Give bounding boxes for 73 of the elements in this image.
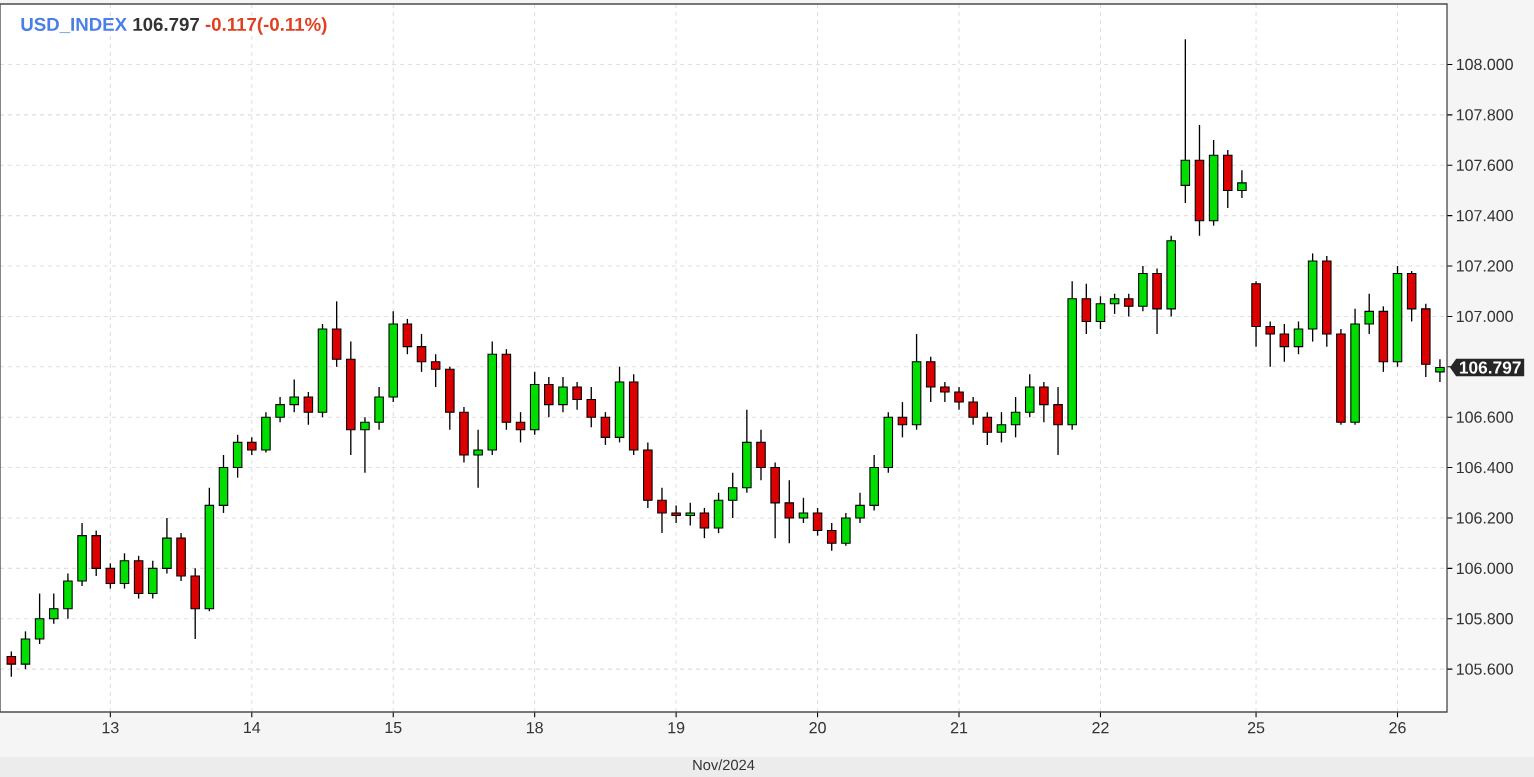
candlestick xyxy=(416,333,427,373)
candlestick xyxy=(671,504,681,524)
y-tick-label: 106.600 xyxy=(1456,411,1513,423)
x-tick-label: 19 xyxy=(668,722,685,734)
candlestick xyxy=(1265,320,1275,368)
candlestick xyxy=(1123,293,1134,318)
y-tick-label: 105.800 xyxy=(1456,613,1513,625)
candlestick xyxy=(360,416,370,474)
candlestick xyxy=(855,492,865,524)
candlestick xyxy=(48,592,59,625)
candlestick xyxy=(586,386,597,428)
candlestick xyxy=(784,479,795,544)
candlestick xyxy=(572,381,582,411)
candlestick xyxy=(826,522,837,552)
y-tick-label: 107.400 xyxy=(1456,209,1513,222)
candlestick xyxy=(1293,320,1304,355)
candlestick xyxy=(473,429,483,489)
candlestick xyxy=(6,650,17,678)
x-tick-label: 20 xyxy=(809,722,826,734)
y-tick-label: 106.400 xyxy=(1456,461,1513,474)
y-tick-label: 106.200 xyxy=(1456,512,1513,524)
x-tick-label: 15 xyxy=(385,722,402,734)
annotation: 106.797 xyxy=(133,17,199,31)
candlestick xyxy=(1279,323,1290,363)
x-tick-label: 14 xyxy=(244,722,261,734)
x-tick-label: 13 xyxy=(102,722,119,734)
candlestick xyxy=(1109,293,1120,315)
candlestick xyxy=(1010,396,1021,439)
candlestick xyxy=(798,497,809,524)
candlestick xyxy=(996,411,1007,444)
candlestick xyxy=(600,411,611,446)
candlestick xyxy=(1081,282,1092,335)
candlestick xyxy=(699,507,710,539)
annotation: -0.117(-0.11%) xyxy=(205,17,327,35)
candlestick xyxy=(119,552,130,590)
x-tick-label: 26 xyxy=(1389,722,1406,734)
candlestick xyxy=(982,411,993,446)
candlestick xyxy=(657,487,667,534)
y-tick-label: 105.600 xyxy=(1456,663,1513,675)
candlestick xyxy=(1095,295,1106,330)
y-tick-label: 107.200 xyxy=(1456,260,1513,272)
candlestick xyxy=(544,376,554,418)
x-axis-title: Nov/2024 xyxy=(693,759,755,771)
x-tick-label: 22 xyxy=(1092,722,1109,734)
candlestick xyxy=(1053,386,1063,456)
y-tick-label: 107.000 xyxy=(1456,310,1513,323)
candlestick xyxy=(1435,358,1445,383)
candlestick xyxy=(954,386,964,411)
y-tick-label: 107.600 xyxy=(1456,159,1513,171)
y-tick-label: 108.000 xyxy=(1456,58,1513,71)
text: USD_INDEX xyxy=(21,17,127,34)
x-tick-label: 25 xyxy=(1247,722,1265,734)
y-tick-label: 107.800 xyxy=(1456,109,1513,121)
candlestick xyxy=(1039,381,1049,423)
candlestick xyxy=(558,376,568,413)
y-tick-label: 106.000 xyxy=(1456,562,1513,575)
candlestick xyxy=(1364,293,1374,335)
candlestick xyxy=(727,471,738,519)
x-tick-label: 21 xyxy=(950,722,968,734)
candlestick xyxy=(275,396,285,423)
candlestick xyxy=(968,396,978,426)
candlestick xyxy=(402,318,413,355)
candlestick xyxy=(34,592,45,645)
x-tick-label: 18 xyxy=(527,722,543,734)
candlestick xyxy=(812,507,823,537)
candlestick xyxy=(1237,169,1247,199)
candlestick xyxy=(430,353,441,388)
text: 106.797 xyxy=(1459,361,1521,374)
candlestick xyxy=(303,391,314,426)
candlestick xyxy=(105,562,116,590)
candlestick xyxy=(289,378,300,413)
candlestick xyxy=(685,502,696,527)
candlestick xyxy=(940,381,950,403)
